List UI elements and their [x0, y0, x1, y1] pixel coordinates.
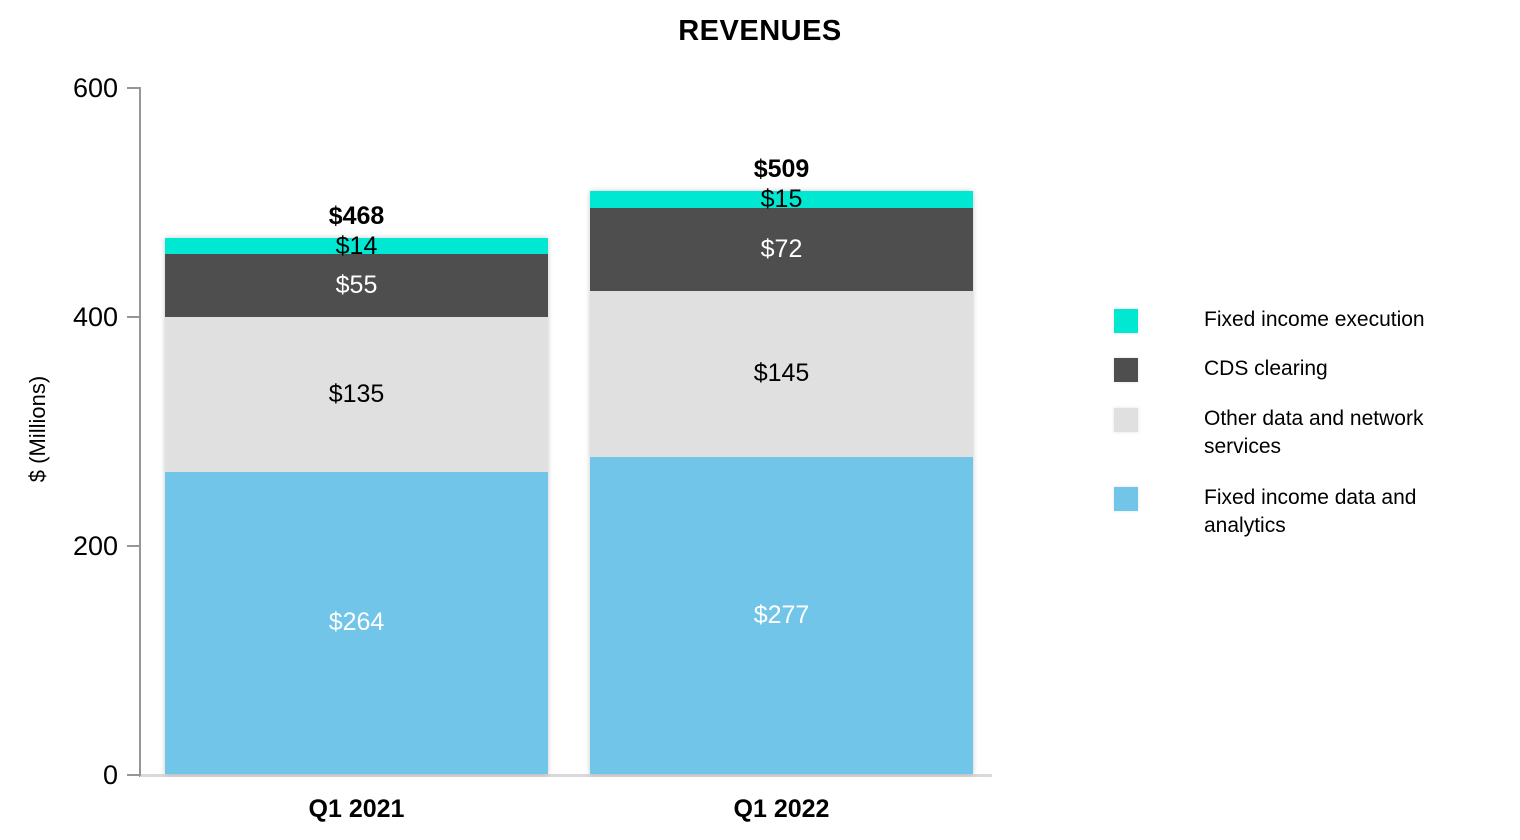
legend-swatch-fixed-income-execution [1114, 309, 1138, 333]
y-axis-label: $ (Millions) [25, 375, 50, 483]
y-axis-line [139, 87, 141, 777]
segment-value-label: $264 [328, 608, 385, 637]
segment-value-label: $72 [760, 235, 803, 264]
legend-item: Other data and network services [1114, 407, 1456, 461]
bar-segment-other-data-and-network-services: $135 [165, 317, 548, 472]
bar-column-q1-2022: $15 $72 $145 $277 [590, 187, 973, 774]
bar-segment-other-data-and-network-services: $145 [590, 290, 973, 457]
segment-value-label: $135 [328, 379, 385, 408]
chart-title: REVENUES [678, 15, 842, 47]
bar-segment-fixed-income-data-and-analytics: $277 [590, 456, 973, 774]
segment-value-label: $55 [335, 271, 378, 300]
y-tick-label: 400 [72, 302, 118, 332]
segment-value-label: $14 [335, 231, 378, 260]
y-tick-label: 600 [72, 73, 118, 103]
total-value-label: $509 [753, 155, 810, 184]
segment-value-label: $277 [753, 600, 810, 629]
legend-swatch-fixed-income-data-and-analytics [1114, 487, 1138, 511]
x-axis-line [140, 774, 992, 777]
y-tick-mark [127, 87, 141, 89]
legend-item: CDS clearing [1114, 357, 1456, 383]
y-tick-mark [127, 545, 141, 547]
bar-segment-fixed-income-execution: $15 [590, 187, 973, 212]
segment-value-label: $15 [760, 185, 803, 214]
y-tick-label: 200 [72, 531, 118, 561]
bar-segment-fixed-income-data-and-analytics: $264 [165, 471, 548, 774]
total-value-label: $468 [328, 202, 385, 231]
legend-swatch-cds-clearing [1114, 358, 1138, 382]
segment-value-label: $145 [753, 359, 810, 388]
bar-segment-cds-clearing: $55 [165, 254, 548, 318]
legend-label: Fixed income data and analytics [1204, 486, 1417, 537]
legend-label: Other data and network services [1204, 407, 1424, 458]
legend-label: CDS clearing [1204, 357, 1328, 380]
x-category-label: Q1 2022 [733, 795, 830, 823]
y-tick-mark [127, 316, 141, 318]
legend-item: Fixed income data and analytics [1114, 486, 1456, 540]
bar-segment-fixed-income-execution: $14 [165, 233, 548, 258]
legend-label: Fixed income execution [1204, 308, 1425, 331]
legend-swatch-other-data-and-network-services [1114, 408, 1138, 432]
y-tick-mark [127, 774, 141, 776]
legend-item: Fixed income execution [1114, 308, 1456, 334]
bar-column-q1-2021: $14 $55 $135 $264 [165, 233, 548, 774]
x-category-label: Q1 2021 [308, 795, 405, 823]
y-tick-label: 0 [102, 760, 118, 790]
bar-segment-cds-clearing: $72 [590, 208, 973, 291]
